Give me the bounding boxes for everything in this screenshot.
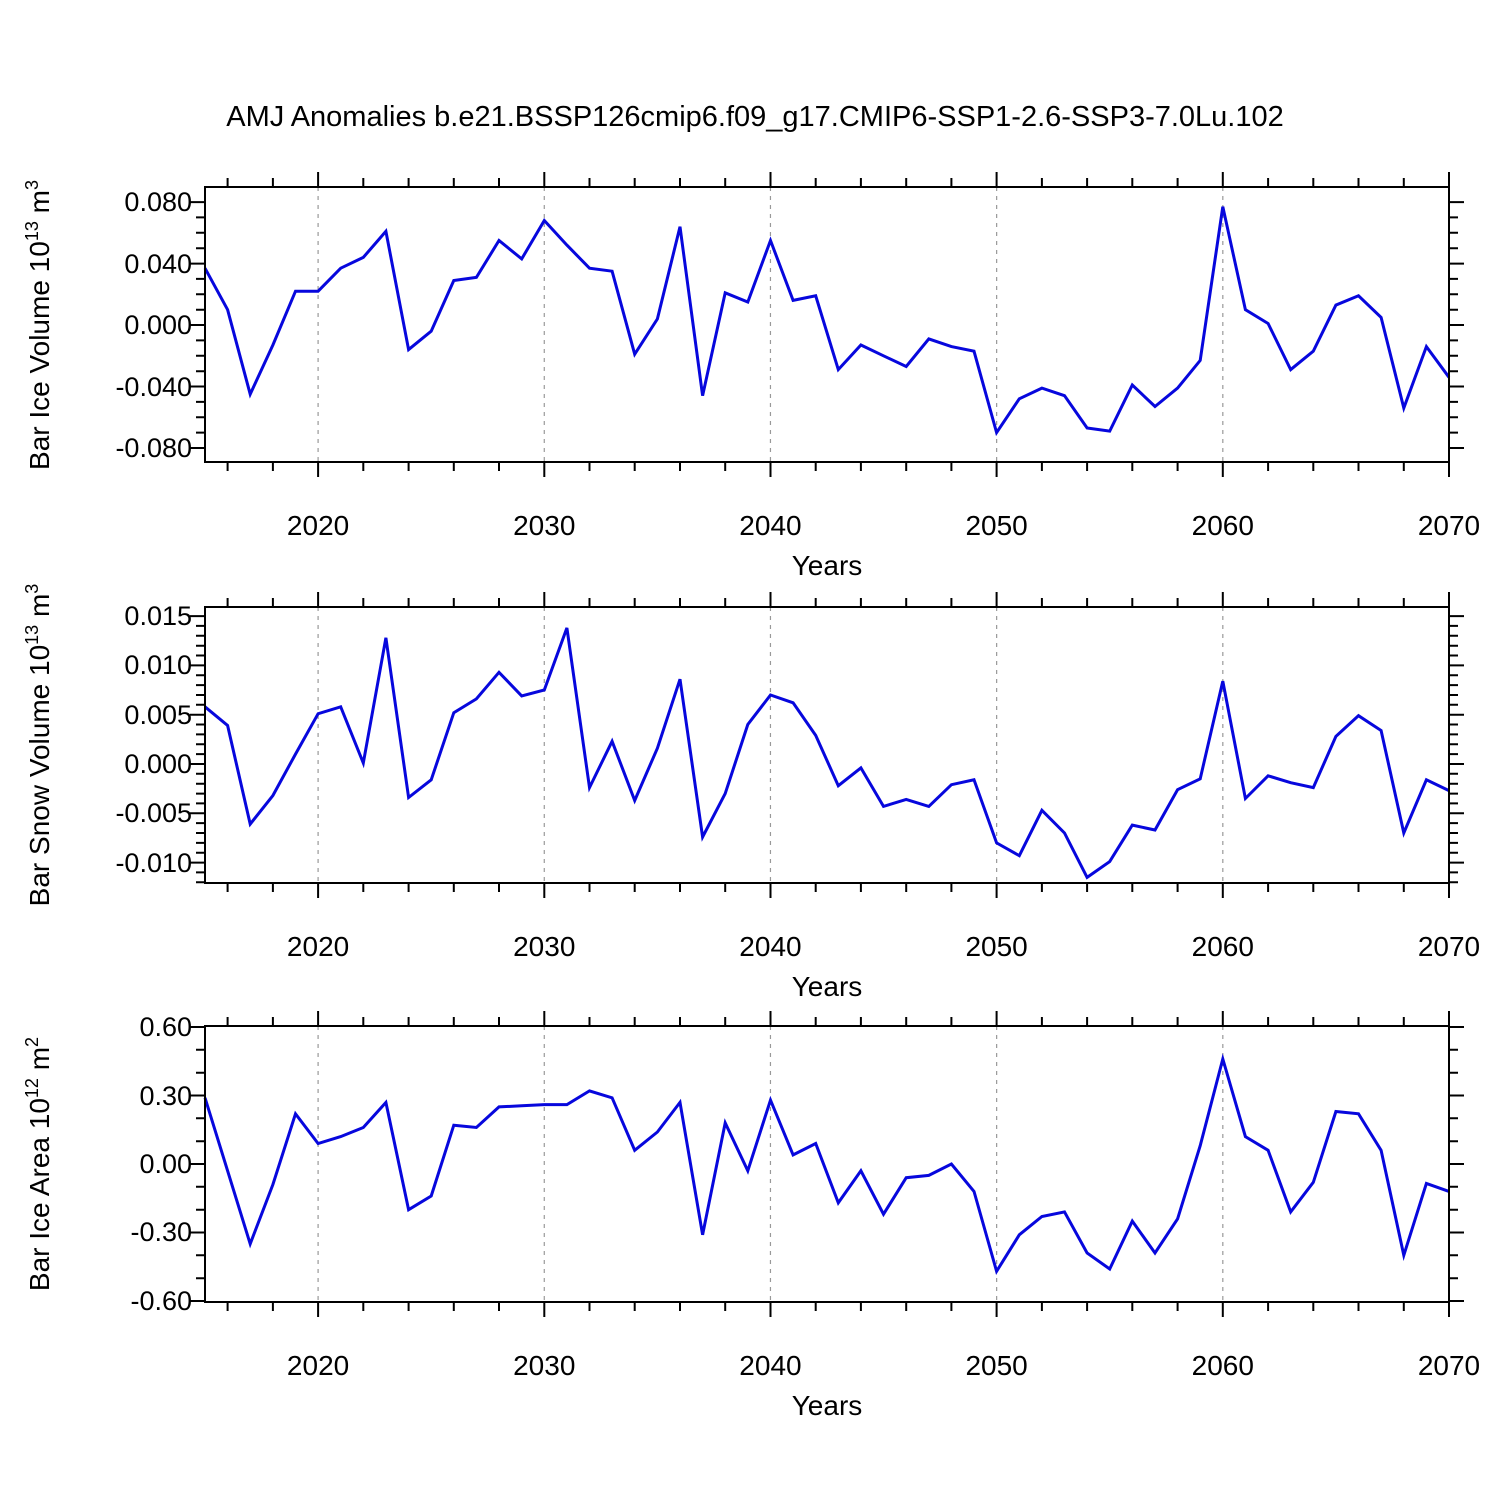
- y-tick-label: 0.010: [124, 650, 192, 681]
- plot-frame: [204, 1025, 1450, 1303]
- y-tick-label: 0.30: [139, 1080, 192, 1111]
- x-axis-title-panel1: Years: [791, 550, 863, 581]
- y-axis-title-unit: m: [24, 1046, 55, 1079]
- x-axis-title-panel2: Years: [791, 971, 863, 1002]
- series-line-ice-volume: [203, 206, 1451, 437]
- y-axis-title-exponent: 12: [22, 1078, 42, 1099]
- x-tick-label: 2060: [1191, 510, 1254, 541]
- y-axis-title-exponent: 13: [22, 624, 42, 645]
- x-tick-label: 2040: [739, 510, 802, 541]
- series-line-ice-area: [203, 1053, 1450, 1275]
- x-tick-label: 2050: [965, 931, 1028, 962]
- y-tick-label: 0.00: [139, 1149, 192, 1179]
- x-tick-label: 2050: [965, 1350, 1028, 1381]
- x-tick-label: 2070: [1417, 1350, 1481, 1381]
- x-tick-label: 2030: [513, 1350, 576, 1381]
- y-tick-label: 0.000: [124, 310, 192, 341]
- x-tick-label: 2040: [739, 931, 802, 962]
- y-axis-title-text: Bar Ice Area 10: [24, 1098, 55, 1292]
- y-tick-label: 0.040: [124, 248, 192, 279]
- x-tick-label: 2070: [1417, 931, 1481, 962]
- y-tick-label: 0.005: [124, 699, 192, 730]
- y-axis-title-exponent: 13: [22, 220, 42, 241]
- plot-frame: [204, 186, 1450, 463]
- x-tick-label: 2060: [1191, 931, 1254, 962]
- axis-ticks: [190, 172, 1464, 477]
- x-tick-label: 2070: [1417, 510, 1481, 541]
- x-tick-label: 2020: [286, 931, 350, 962]
- y-tick-label: 0.015: [124, 601, 192, 632]
- axis-ticks: [190, 592, 1464, 898]
- y-tick-label: -0.60: [130, 1285, 192, 1316]
- y-tick-label: -0.010: [115, 847, 192, 878]
- plot-frame: [204, 606, 1450, 884]
- x-tick-label: 2020: [286, 1350, 350, 1381]
- x-tick-label: 2040: [739, 1350, 802, 1381]
- y-tick-label: 0.000: [124, 748, 192, 779]
- y-tick-label: 0.080: [124, 187, 192, 218]
- y-tick-label: -0.080: [115, 433, 192, 463]
- gridlines: [317, 1026, 1224, 1302]
- x-tick-label: 2030: [513, 510, 576, 541]
- series-line-snow-volume: [204, 627, 1450, 880]
- y-axis-title-unit-exponent: 3: [22, 179, 42, 190]
- gridlines: [317, 187, 1224, 462]
- y-tick-label: 0.60: [139, 1012, 192, 1042]
- x-tick-label: 2050: [965, 510, 1028, 541]
- y-tick-label: -0.30: [130, 1217, 192, 1248]
- y-axis-title-unit-exponent: 2: [22, 1036, 42, 1047]
- y-tick-label: -0.040: [115, 371, 192, 402]
- x-tick-label: 2030: [513, 931, 576, 962]
- x-tick-label: 2060: [1191, 1350, 1254, 1381]
- y-tick-label: -0.005: [115, 798, 192, 829]
- panel-ice-area: [190, 1011, 1464, 1317]
- x-axis-title-panel3: Years: [791, 1390, 863, 1421]
- chart-title: AMJ Anomalies b.e21.BSSP126cmip6.f09_g17…: [226, 101, 1284, 133]
- panel-snow-volume: [190, 592, 1464, 898]
- x-tick-label: 2020: [286, 510, 350, 541]
- y-axis-title-unit-exponent: 3: [22, 583, 42, 594]
- panel-ice-volume: [190, 172, 1464, 477]
- gridlines: [317, 607, 1224, 883]
- axis-ticks: [190, 1011, 1464, 1317]
